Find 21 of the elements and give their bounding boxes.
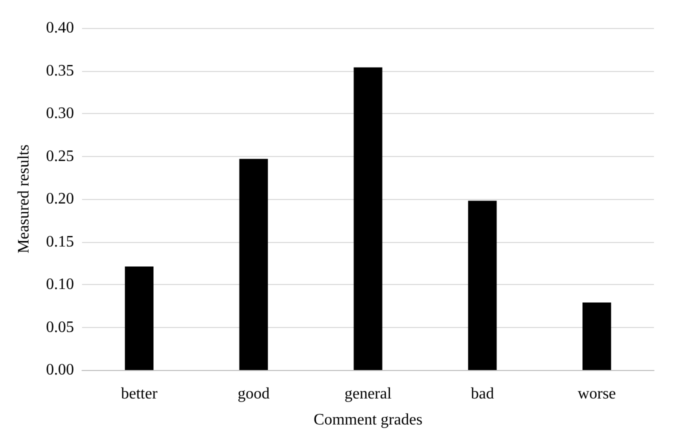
y-tick-label: 0.30: [46, 105, 74, 122]
bar: [124, 266, 154, 370]
bar: [354, 67, 382, 370]
y-tick-label: 0.00: [46, 362, 74, 378]
bar: [582, 302, 612, 370]
x-tick-label: bad: [470, 386, 494, 402]
x-tick-label: general: [344, 386, 392, 402]
y-tick-label: 0.15: [46, 233, 74, 250]
y-tick-label: 0.10: [46, 276, 74, 293]
bar: [239, 158, 268, 370]
y-axis-title: Measured results: [16, 144, 32, 254]
x-axis-title: Comment grades: [314, 412, 422, 428]
x-tick-label: good: [238, 386, 270, 402]
x-tick-label: worse: [578, 386, 616, 402]
y-tick-label: 0.35: [46, 62, 74, 80]
y-tick-label: 0.40: [46, 20, 74, 36]
bar: [468, 200, 497, 370]
y-tick-label: 0.05: [46, 318, 74, 336]
x-tick-label: better: [120, 386, 158, 402]
y-tick-label: 0.25: [46, 148, 74, 165]
y-tick-label: 0.20: [46, 190, 74, 208]
